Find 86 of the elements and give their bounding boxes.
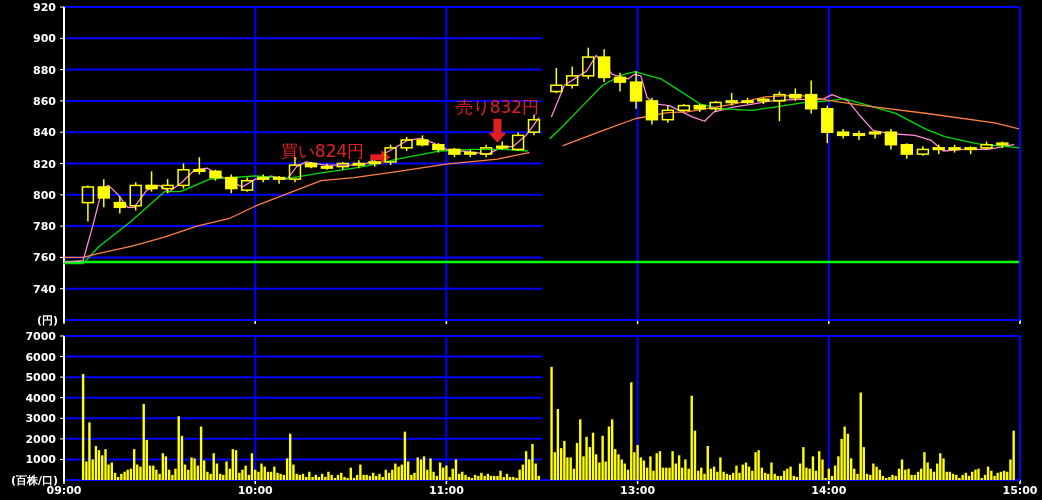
bar xyxy=(996,472,999,480)
bar xyxy=(735,465,738,480)
bar xyxy=(923,452,926,480)
x-tick-label: 10:00 xyxy=(237,484,274,497)
bar xyxy=(958,477,961,480)
bar xyxy=(343,476,346,480)
bar xyxy=(308,471,311,480)
bar xyxy=(531,444,534,480)
bar xyxy=(961,474,964,480)
bar xyxy=(483,475,486,480)
bar xyxy=(601,435,604,480)
bar xyxy=(754,452,757,480)
bar xyxy=(365,474,368,480)
bar xyxy=(875,466,878,480)
annotation: 売り832円 xyxy=(455,96,540,117)
bar xyxy=(327,471,330,480)
y-tick-label: 5000 xyxy=(25,371,57,385)
bar xyxy=(120,473,123,480)
bar xyxy=(719,457,722,480)
bar xyxy=(993,475,996,480)
y-tick-label: 2000 xyxy=(25,432,57,446)
x-tick-label: 13:00 xyxy=(620,484,656,497)
bar xyxy=(273,466,276,480)
bar xyxy=(359,464,362,480)
bar xyxy=(126,469,129,480)
bar xyxy=(636,445,639,480)
bar xyxy=(563,440,566,480)
bar xyxy=(585,436,588,480)
bar xyxy=(123,471,126,480)
bar xyxy=(445,465,448,480)
bar xyxy=(330,474,333,480)
y-tick-label: 1000 xyxy=(25,453,57,467)
bar xyxy=(990,470,993,480)
bar xyxy=(88,422,91,480)
bar xyxy=(241,469,244,480)
bar xyxy=(550,366,553,480)
bar xyxy=(789,466,792,480)
bar xyxy=(480,472,483,480)
y-tick-label: 900 xyxy=(33,32,57,46)
y-tick-label: 780 xyxy=(33,220,57,234)
y-tick-label: 3000 xyxy=(25,412,57,426)
y-tick-label: 760 xyxy=(33,251,57,265)
y-tick-label: 880 xyxy=(33,63,57,77)
bar xyxy=(1012,430,1015,480)
bar xyxy=(518,469,521,480)
y-tick-label: 860 xyxy=(33,94,57,108)
bar xyxy=(499,470,502,480)
bar xyxy=(671,451,674,480)
bar xyxy=(569,457,572,480)
annotation: 買い824円 xyxy=(280,141,365,162)
y-tick-label: 7000 xyxy=(25,330,57,343)
bar xyxy=(104,449,107,480)
bar xyxy=(244,465,247,480)
y-tick-label: 800 xyxy=(33,188,57,202)
bar xyxy=(279,473,282,480)
y-tick-label: 820 xyxy=(33,157,57,171)
bar xyxy=(872,463,875,480)
y-tick-label: 840 xyxy=(33,126,57,140)
bar xyxy=(843,426,846,480)
bar xyxy=(770,462,773,480)
x-tick-label: 11:00 xyxy=(428,484,465,497)
bar xyxy=(888,476,891,480)
bar xyxy=(394,463,397,480)
bar xyxy=(512,476,515,480)
bar xyxy=(802,447,805,480)
bar xyxy=(155,469,158,480)
bar xyxy=(684,459,687,480)
y-tick-label: 6000 xyxy=(25,350,57,364)
x-tick-label: 15:00 xyxy=(1002,484,1038,497)
bar xyxy=(397,466,400,480)
y-tick-label: 740 xyxy=(33,282,57,296)
bar xyxy=(477,475,480,480)
bar xyxy=(955,474,958,480)
bar xyxy=(225,461,228,480)
y-tick-label: 4000 xyxy=(25,391,57,405)
bar xyxy=(757,450,760,480)
bar xyxy=(429,458,432,480)
bar xyxy=(193,458,196,480)
bar xyxy=(649,456,652,480)
y-tick-label: 920 xyxy=(33,1,57,14)
bar xyxy=(190,457,193,480)
y-axis-title: (円) xyxy=(36,314,58,327)
x-tick-label: 14:00 xyxy=(811,484,847,497)
bar xyxy=(324,476,327,480)
y-axis-title: (百株/口) xyxy=(10,474,58,487)
bar xyxy=(977,468,980,480)
